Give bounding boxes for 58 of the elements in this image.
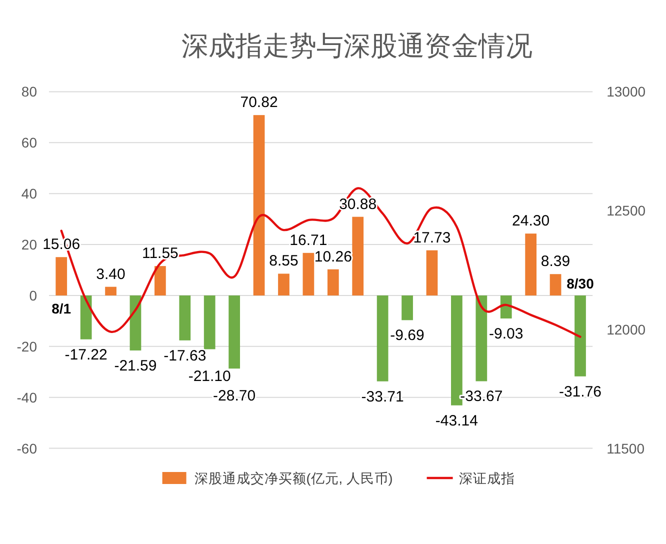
bar: [130, 295, 142, 350]
data-label: 24.30: [512, 212, 550, 230]
bar: [80, 295, 92, 340]
bar: [451, 295, 462, 406]
y-tick-label: 0: [29, 287, 38, 304]
bar: [574, 295, 586, 376]
data-label: -9.69: [390, 327, 424, 344]
legend-label: 深证成指: [458, 471, 515, 486]
data-label: -17.63: [164, 347, 206, 364]
y-tick-label: -20: [16, 338, 38, 354]
bar: [253, 115, 265, 296]
bar: [500, 295, 512, 318]
bar: [278, 274, 290, 296]
data-label: -28.70: [213, 388, 256, 405]
bar: [204, 295, 216, 350]
bar: [154, 266, 166, 296]
x-tick-label: 8/30: [566, 275, 594, 292]
bar: [228, 295, 240, 369]
bar: [302, 252, 314, 296]
data-label: -31.76: [558, 383, 602, 400]
data-label: -21.10: [188, 368, 231, 386]
y-tick-label: -40: [16, 389, 38, 406]
y2-tick-label: 11500: [606, 440, 645, 456]
y-tick-label: 40: [21, 186, 38, 202]
x-tick-label: 8/1: [52, 300, 72, 316]
bar: [327, 269, 339, 296]
chart-title: 深成指走势与深股通资金情况: [182, 31, 532, 61]
data-label: -43.14: [435, 412, 478, 430]
data-label: 17.73: [413, 229, 451, 246]
y2-tick-label: 12500: [606, 202, 646, 219]
bar: [550, 274, 562, 296]
y-tick-label: -60: [16, 440, 38, 456]
data-label: 16.71: [290, 232, 328, 249]
y2-tick-label: 13000: [606, 84, 646, 100]
bar: [376, 295, 388, 382]
bar: [179, 295, 191, 340]
data-label: 70.82: [240, 94, 278, 112]
bar: [426, 250, 438, 296]
data-label: -9.03: [489, 325, 524, 342]
bar: [105, 286, 116, 296]
data-label: -21.59: [114, 357, 157, 374]
bar: [56, 257, 68, 296]
y-tick-label: 80: [21, 84, 38, 100]
bar: [402, 295, 413, 320]
bar: [352, 216, 364, 296]
bar: [525, 234, 537, 296]
data-label: 10.26: [314, 248, 352, 266]
bar: [476, 295, 488, 382]
y-tick-label: 20: [21, 236, 38, 253]
data-label: 3.40: [96, 266, 126, 283]
data-label: -33.71: [361, 388, 404, 406]
data-label: 8.39: [540, 253, 570, 270]
legend-label: 深股通成交净买额(亿元, 人民币): [194, 471, 393, 486]
y-tick-label: 60: [21, 134, 38, 151]
y2-tick-label: 12000: [606, 321, 646, 338]
data-label: -17.22: [64, 346, 108, 364]
data-label: 11.55: [142, 245, 178, 262]
data-label: 8.55: [269, 252, 298, 270]
